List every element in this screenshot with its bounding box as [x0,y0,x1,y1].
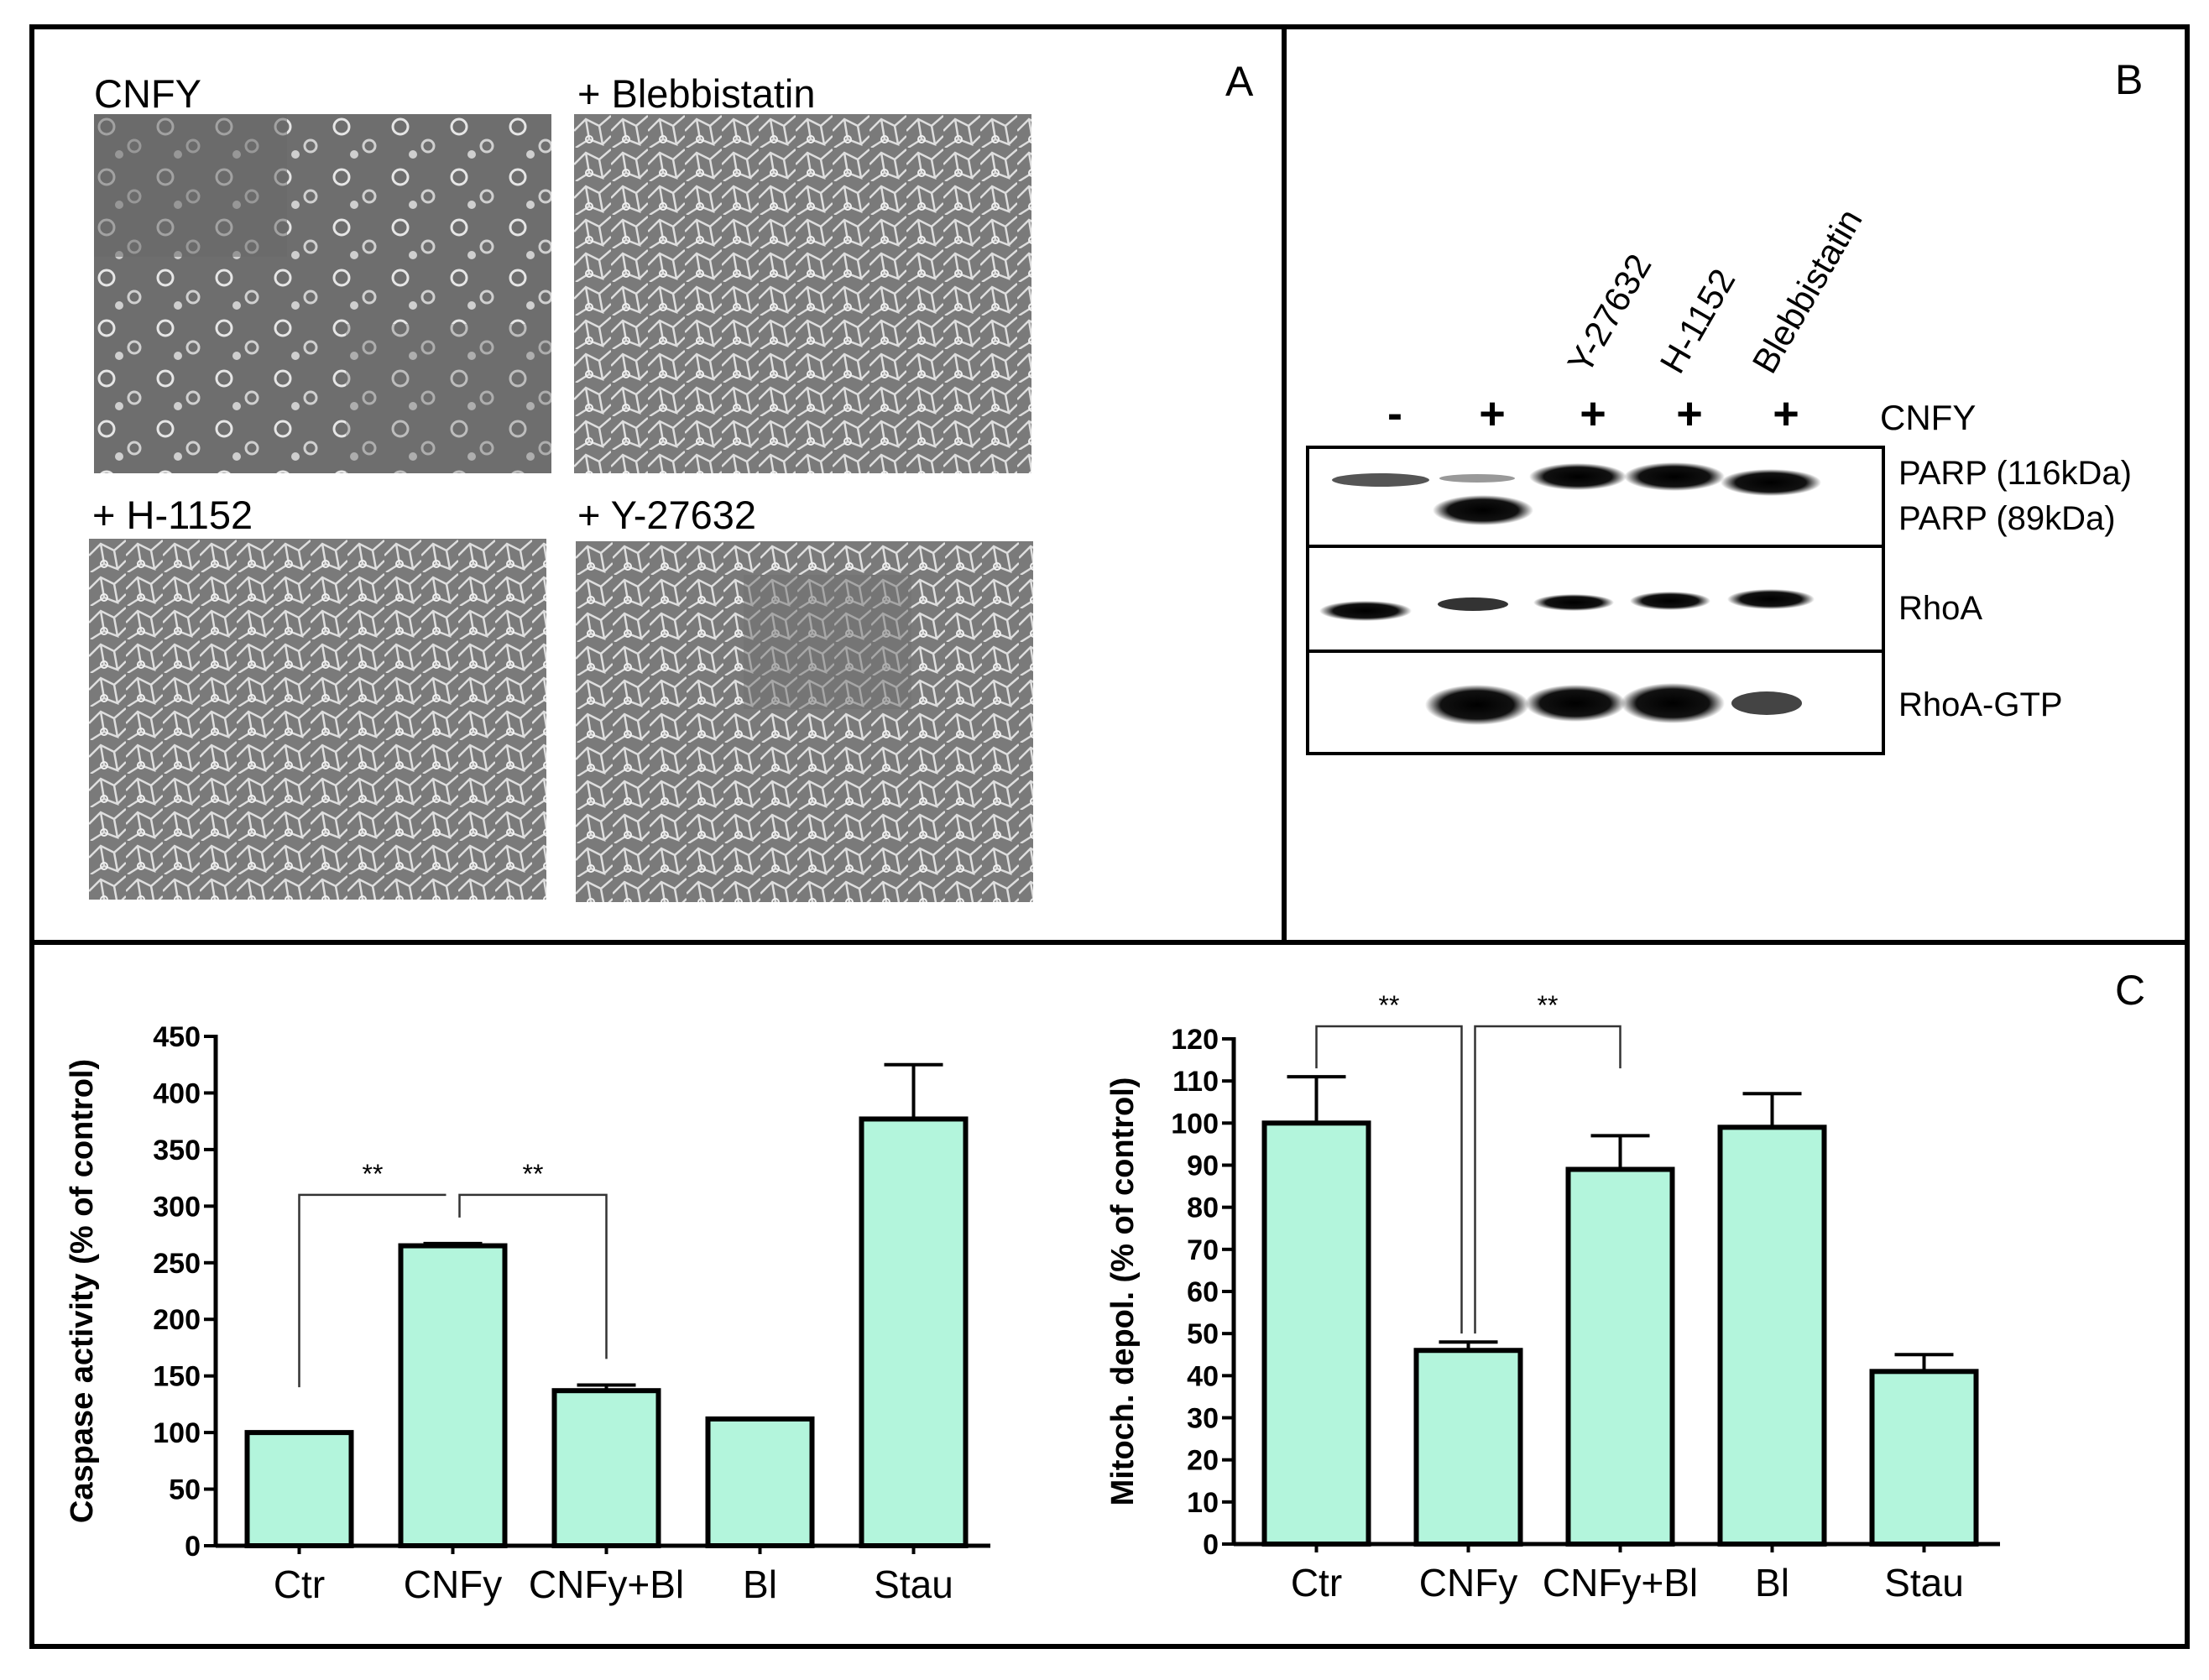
bar [244,1430,354,1548]
image-label-blebbistatin: + Blebbistatin [577,71,816,116]
image-label-h1152: + H-1152 [92,493,253,537]
band-rhoa-5 [1727,589,1815,609]
y-tick-label: 110 [1172,1066,1219,1098]
band-parp-3 [1529,463,1627,490]
micrograph-blebbistatin [574,114,1031,473]
band-rhoagtp-2 [1425,685,1529,725]
bar [705,1416,815,1548]
y-tick-label: 450 [153,1021,201,1053]
y-tick-label: 80 [1187,1192,1219,1224]
y-tick-label: 200 [153,1304,201,1336]
blot-label-rhoa: RhoA [1898,590,1983,627]
y-tick-label: 10 [1187,1487,1219,1519]
band-rhoa-4 [1630,592,1710,610]
x-tick-label: CNFy [404,1563,503,1606]
y-tick-label: 50 [1187,1318,1219,1350]
y-tick-label: 120 [1171,1024,1219,1056]
band-rhoa-3 [1533,594,1614,611]
x-tick-label: Stau [1884,1561,1964,1604]
blot-label-rhoa-gtp: RhoA-GTP [1898,686,2063,723]
y-tick-label: 400 [153,1077,201,1109]
bar [1413,1348,1523,1547]
band-parp-1 [1332,473,1429,487]
panel-letter-b: B [2115,56,2144,103]
y-tick-label: 100 [153,1417,201,1449]
image-label-y27632: + Y-27632 [577,493,757,537]
lane-sign-2: + [1479,389,1506,439]
bar [1565,1166,1675,1547]
y-tick-label: 40 [1187,1360,1219,1392]
significance-label: ** [1538,990,1559,1020]
panel-letter-a: A [1225,58,1254,105]
band-rhoagtp-4 [1621,683,1725,723]
significance-bracket [1315,1025,1463,1334]
band-parp-5 [1721,469,1821,496]
image-label-cnfy: CNFY [94,71,201,116]
y-tick-label: 60 [1187,1276,1219,1308]
bar [1717,1124,1827,1547]
y-tick-label: 90 [1187,1150,1219,1182]
y-tick-label: 20 [1187,1445,1219,1477]
western-blot [1306,446,1885,755]
band-parp-4 [1624,462,1725,491]
y-tick-label: 300 [153,1191,201,1223]
x-tick-label: Bl [1755,1561,1789,1604]
panel-letter-c: C [2115,967,2146,1014]
y-tick-label: 0 [1203,1529,1219,1561]
chart-caspase-activity: 0 50 100 150 200 250 300 350 400 450 Caspase activ… [65,1021,990,1606]
significance-bracket [1474,1025,1622,1334]
lane-sign-5: + [1773,389,1799,439]
micrograph-h1152 [89,539,546,900]
treatment-label: CNFY [1880,398,1977,437]
x-tick-label: CNFy+Bl [529,1563,684,1606]
y-axis-label: Mitoch. depol. (% of control) [1105,1077,1141,1506]
chart-mitochondrial-depolarization: 0 10 20 30 40 50 60 70 80 90 100 110 120 Mitoch. depo… [1105,990,2000,1604]
lane-sign-4: + [1676,389,1703,439]
lane-sign-3: + [1580,389,1606,439]
y-tick-label: 250 [153,1248,201,1280]
x-tick-label: Stau [874,1563,953,1606]
y-tick-label: 0 [185,1531,201,1563]
band-rhoagtp-5 [1731,691,1802,715]
bar [1869,1369,1979,1547]
significance-label: ** [363,1159,384,1189]
band-rhoagtp-3 [1525,685,1626,722]
significance-bracket [298,1193,446,1388]
y-axis-label: Caspase activity (% of control) [65,1059,100,1523]
x-tick-label: CNFy+Bl [1543,1561,1698,1604]
significance-label: ** [1379,990,1400,1020]
y-tick-label: 150 [153,1361,201,1393]
x-tick-label: CNFy [1419,1561,1518,1604]
micrograph-cnfy [94,114,551,473]
significance-bracket [458,1193,608,1359]
bar [551,1388,661,1548]
x-tick-label: Ctr [1291,1561,1342,1604]
micrograph-y27632 [576,541,1033,902]
blot-label-parp-89: PARP (89kDa) [1898,500,2116,537]
y-tick-label: 50 [169,1474,201,1506]
bar [398,1243,508,1548]
x-tick-label: Ctr [274,1563,325,1606]
y-tick-label: 100 [1171,1108,1219,1140]
band-rhoa-2 [1438,597,1508,611]
band-parp-2b [1433,495,1533,525]
band-parp-2a [1439,474,1515,483]
blot-label-parp-116: PARP (116kDa) [1898,455,2132,492]
lane-sign-1: - [1387,389,1402,439]
significance-label: ** [523,1159,544,1189]
y-tick-label: 70 [1187,1234,1219,1266]
y-tick-label: 30 [1187,1403,1219,1435]
bar [859,1116,969,1548]
x-tick-label: Bl [743,1563,777,1606]
band-rhoa-1 [1319,601,1412,621]
y-tick-label: 350 [153,1135,201,1166]
bar [1261,1120,1371,1547]
